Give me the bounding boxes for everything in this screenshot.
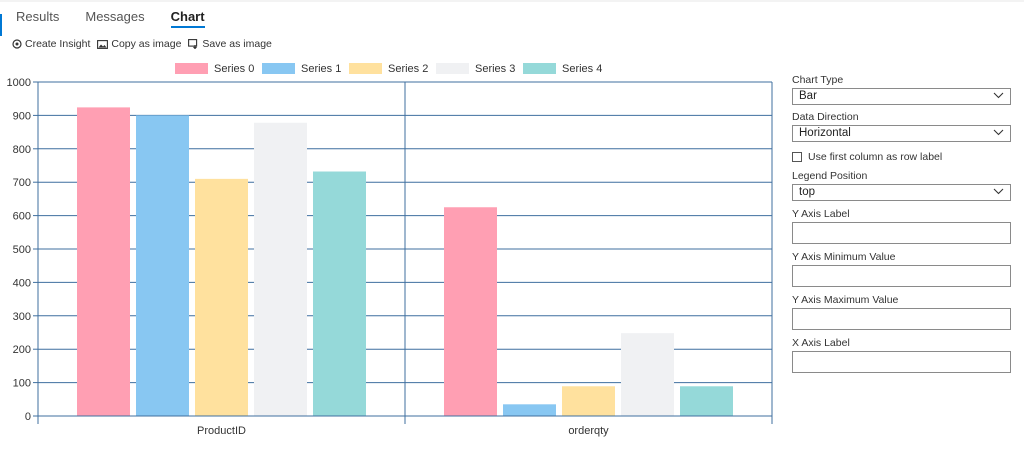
bar-chart: Series 0 Series 1 Series 2 Series 3 Series 4… <box>7 63 773 437</box>
copy-as-image-button[interactable]: Copy as image <box>97 38 181 50</box>
x-tick-label: ProductID <box>197 425 246 437</box>
legend-swatch <box>175 63 208 74</box>
x-axis-label-label: X Axis Label <box>792 337 850 349</box>
bar <box>195 178 248 416</box>
legend-swatch <box>436 63 469 74</box>
bar <box>503 404 556 416</box>
y-tick-label: 700 <box>13 177 31 189</box>
chart-axes: ProductID orderqty <box>37 415 773 437</box>
chart-bars <box>77 107 733 417</box>
top-border <box>0 0 1024 2</box>
chart-type-value: Bar <box>799 90 817 102</box>
legend-label: Series 4 <box>562 63 602 75</box>
legend-label: Series 0 <box>214 63 254 75</box>
y-tick-label: 300 <box>13 311 31 323</box>
bar <box>136 115 189 417</box>
y-axis-max-label: Y Axis Maximum Value <box>792 294 899 306</box>
chart-type-select[interactable]: Bar <box>792 88 1011 105</box>
tab-chart[interactable]: Chart <box>170 8 205 28</box>
legend-swatch <box>523 63 556 74</box>
tab-results[interactable]: Results <box>16 9 60 24</box>
y-tick-label: 600 <box>13 211 31 223</box>
save-as-image-label: Save as image <box>202 38 272 50</box>
data-direction-select[interactable]: Horizontal <box>792 125 1011 142</box>
legend-swatch <box>349 63 382 74</box>
chart-legend: Series 0 Series 1 Series 2 Series 3 Series 4 <box>175 63 602 75</box>
create-insight-button[interactable]: Create Insight <box>12 38 90 50</box>
y-tick-label: 800 <box>13 144 31 156</box>
chevron-down-icon <box>993 129 1004 136</box>
tab-messages[interactable]: Messages <box>85 9 145 24</box>
y-axis-min-input[interactable] <box>792 265 1011 287</box>
y-tick-label: 200 <box>13 344 31 356</box>
y-tick-label: 100 <box>13 378 31 390</box>
legend-label: Series 2 <box>388 63 428 75</box>
save-as-image-button[interactable]: Save as image <box>188 38 272 50</box>
image-icon <box>97 39 109 49</box>
data-direction-label: Data Direction <box>792 111 859 123</box>
data-direction-value: Horizontal <box>799 127 851 139</box>
y-axis-min-label: Y Axis Minimum Value <box>792 251 896 263</box>
chevron-down-icon <box>993 92 1004 99</box>
legend-swatch <box>262 63 295 74</box>
x-axis-label-input[interactable] <box>792 351 1011 373</box>
insight-icon <box>12 39 22 49</box>
chart-type-label: Chart Type <box>792 74 844 86</box>
bar <box>562 386 615 416</box>
first-column-row: Use first column as row label <box>792 149 1012 165</box>
y-tick-label: 1000 <box>7 77 31 89</box>
bar <box>444 207 497 416</box>
copy-as-image-label: Copy as image <box>111 38 182 50</box>
save-image-icon <box>188 39 198 49</box>
bar <box>680 386 733 416</box>
legend-label: Series 1 <box>301 63 341 75</box>
bar <box>313 171 366 416</box>
chevron-down-icon <box>993 188 1004 195</box>
first-column-label: Use first column as row label <box>808 151 943 163</box>
y-axis-label-input[interactable] <box>792 222 1011 244</box>
legend-position-select[interactable]: top <box>792 184 1011 201</box>
legend-position-value: top <box>799 186 815 198</box>
create-insight-label: Create Insight <box>25 38 91 50</box>
chart-settings-panel: Chart Type Bar Data Direction Horizontal… <box>792 73 1012 373</box>
chart-toolbar: Create Insight Copy as image Save as ima… <box>12 38 279 50</box>
y-tick-label: 500 <box>13 244 31 256</box>
legend-position-label: Legend Position <box>792 170 868 182</box>
first-column-checkbox[interactable] <box>792 152 802 162</box>
x-tick-label: orderqty <box>568 425 609 437</box>
bar <box>77 107 130 416</box>
result-tabs: Results Messages Chart <box>16 8 231 28</box>
y-tick-label: 900 <box>13 110 31 122</box>
y-axis-label-label: Y Axis Label <box>792 208 850 220</box>
y-tick-label: 0 <box>25 411 31 423</box>
bar <box>254 122 307 417</box>
bar <box>621 333 674 416</box>
y-tick-label: 400 <box>13 277 31 289</box>
legend-label: Series 3 <box>475 63 515 75</box>
left-accent-bar <box>0 14 2 36</box>
y-axis-max-input[interactable] <box>792 308 1011 330</box>
